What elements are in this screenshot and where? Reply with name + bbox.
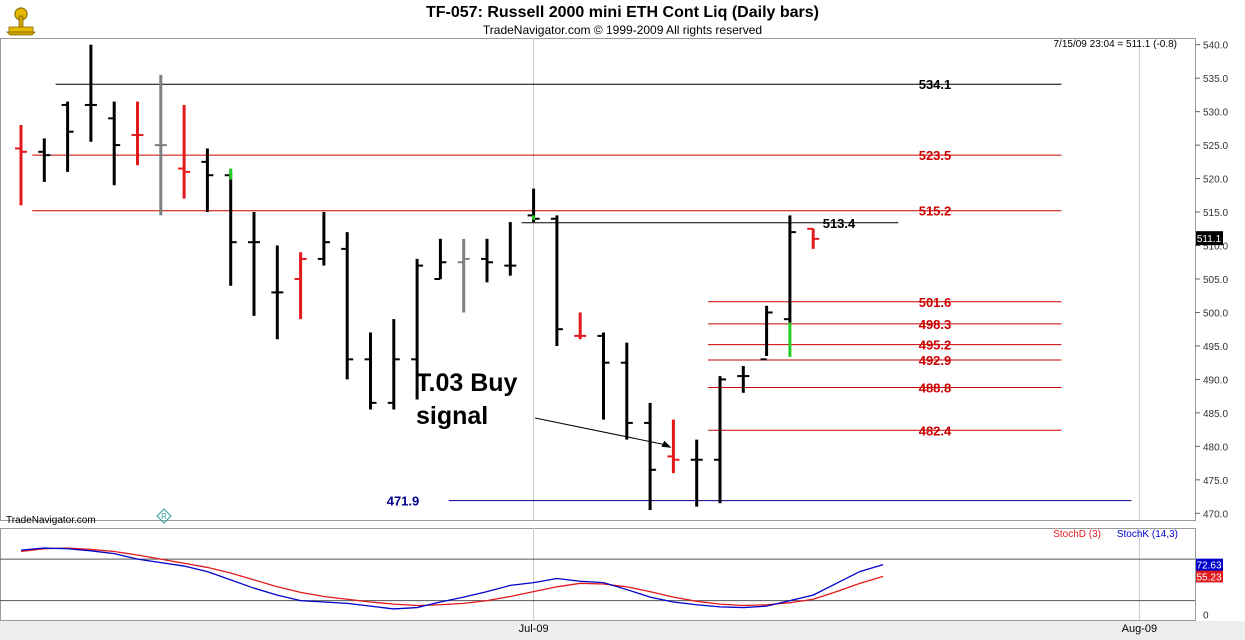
level-label: 523.5 (919, 148, 952, 163)
y-tick-label: 470.0 (1203, 509, 1228, 520)
stoch-value-marker (1196, 558, 1223, 571)
annotation-arrow (534, 417, 666, 446)
stoch-value-label: 55.23 (1196, 572, 1221, 583)
ohlc-bar (714, 376, 726, 504)
ohlc-bar (434, 238, 447, 280)
stoch-value-label: 72.63 (1196, 561, 1221, 572)
x-axis-label: Jul-09 (519, 623, 549, 635)
stoch-series-line (20, 547, 884, 610)
stochastic-panel-frame (0, 528, 1196, 621)
stoch-series-line (20, 547, 884, 607)
y-tick-label: 500.0 (1203, 308, 1228, 319)
level-label: 534.1 (919, 77, 952, 92)
ohlc-bar (737, 366, 750, 393)
ohlc-bar (597, 332, 610, 420)
ohlc-bar (364, 332, 377, 410)
last-price-label: 511.1 (1197, 234, 1222, 245)
ohlc-bar (481, 238, 493, 283)
watermark-text: TradeNavigator.com (6, 515, 96, 526)
y-tick-label: 505.0 (1203, 275, 1228, 286)
arrow-head-icon (661, 440, 672, 448)
level-label: 498.3 (919, 317, 952, 332)
annotation-text: signal (416, 402, 488, 430)
ohlc-bar (38, 138, 51, 182)
y-tick-label: 475.0 (1203, 476, 1228, 487)
ohlc-bar (760, 305, 773, 361)
ohlc-bar (201, 148, 214, 213)
copyright-text: TradeNavigator.com © 1999-2009 All right… (482, 23, 763, 37)
x-axis-label: Aug-09 (1122, 623, 1157, 635)
chart-title: TF-057: Russell 2000 mini ETH Cont Liq (… (426, 4, 819, 21)
ohlc-bar (294, 252, 307, 320)
registered-badge-text: R (161, 512, 167, 521)
ohlc-bar (620, 342, 633, 440)
ohlc-bar (550, 215, 563, 346)
level-label: 495.2 (919, 338, 952, 353)
stoch-legend-entry: StochD (3) (1053, 529, 1101, 540)
ohlc-bar (387, 319, 400, 410)
ohlc-bar (108, 101, 121, 186)
y-tick-label: 520.0 (1203, 175, 1228, 186)
ohlc-bar (154, 74, 167, 216)
y-tick-label: 495.0 (1203, 342, 1228, 353)
ohlc-bar (574, 312, 587, 340)
level-label: 492.9 (919, 353, 952, 368)
ohlc-bar (690, 439, 703, 507)
stoch-y-tick-label: 0 (1203, 610, 1209, 621)
ohlc-bar (807, 227, 820, 249)
registered-badge-icon (156, 508, 172, 524)
y-tick-label: 510.0 (1203, 242, 1228, 253)
ohlc-bar (271, 245, 284, 340)
ohlc-bar (457, 238, 470, 313)
level-label: 488.8 (919, 380, 952, 395)
ohlc-bar (248, 212, 260, 316)
price-panel-frame (0, 38, 1196, 521)
ohlc-bar (644, 402, 657, 510)
stoch-value-marker (1196, 570, 1223, 583)
y-tick-label: 480.0 (1203, 442, 1228, 453)
level-label: 501.6 (919, 295, 952, 310)
ohlc-bar (61, 101, 74, 172)
y-tick-label: 530.0 (1203, 108, 1228, 119)
y-tick-label: 540.0 (1203, 41, 1228, 52)
annotation-text: T.03 Buy (416, 369, 518, 397)
level-label: 515.2 (919, 204, 952, 219)
ohlc-bar (667, 419, 680, 474)
ohlc-bar (317, 212, 330, 266)
ohlc-bar (178, 104, 191, 199)
last-price-marker (1196, 231, 1223, 246)
ohlc-bar (341, 232, 354, 380)
level-label: 471.9 (387, 494, 420, 509)
ohlc-bar (504, 222, 517, 276)
level-label: 482.4 (919, 423, 952, 438)
ohlc-bar (131, 101, 144, 166)
y-tick-label: 515.0 (1203, 208, 1228, 219)
y-tick-label: 525.0 (1203, 141, 1228, 152)
y-tick-label: 535.0 (1203, 74, 1228, 85)
navigator-logo-icon (6, 7, 36, 36)
y-tick-label: 490.0 (1203, 375, 1228, 386)
ohlc-bar (411, 258, 424, 400)
y-tick-label: 485.0 (1203, 409, 1228, 420)
stoch-legend-entry: StochK (14,3) (1117, 529, 1178, 540)
ohlc-bar (84, 44, 97, 142)
ohlc-bar (783, 215, 796, 323)
ohlc-bar (15, 125, 27, 206)
quote-readout: 7/15/09 23:04 = 511.1 (-0.8) (1053, 39, 1177, 50)
time-axis-strip (0, 621, 1245, 640)
level-label: 513.4 (823, 216, 856, 231)
